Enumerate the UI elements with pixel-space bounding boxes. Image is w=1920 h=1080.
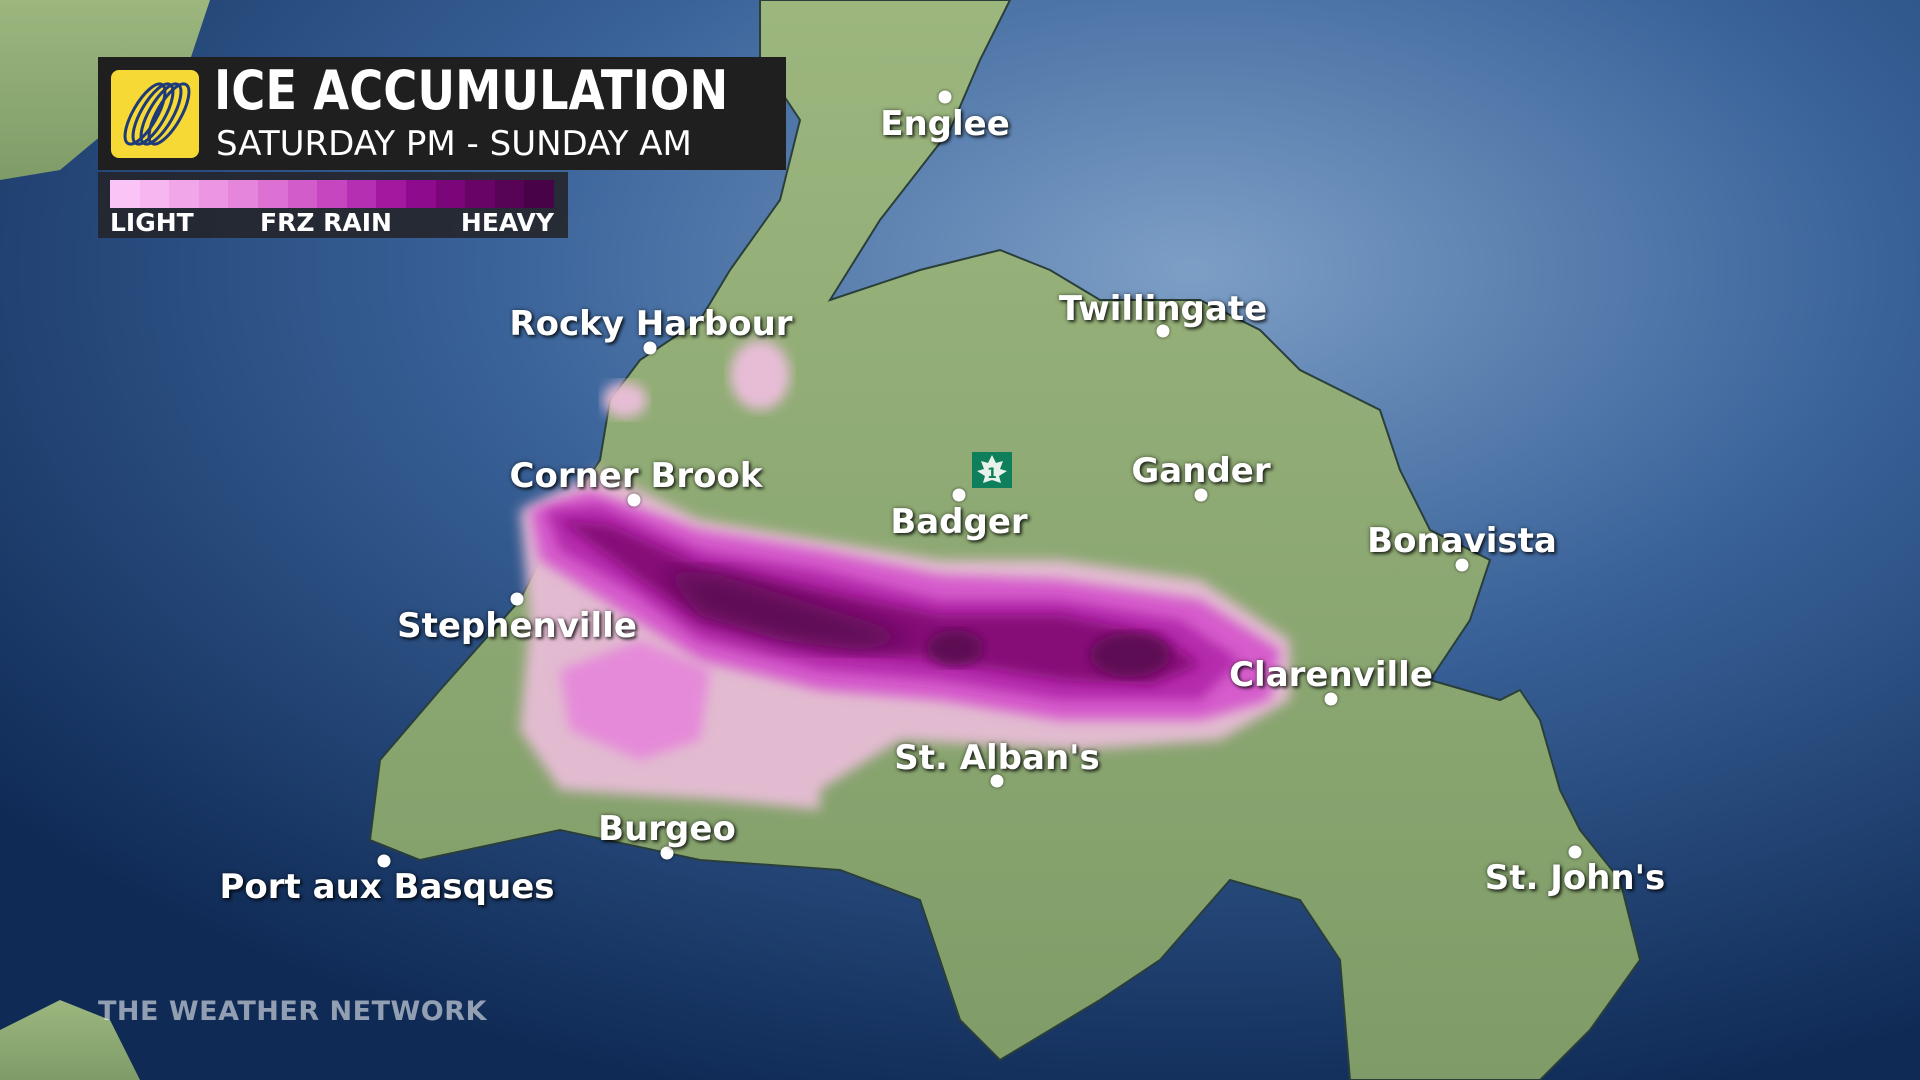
city-dot-rocky-harbour xyxy=(643,341,657,355)
city-label-stephenville: Stephenville xyxy=(397,606,637,646)
city-dot-stephenville xyxy=(510,592,524,606)
trans-canada-highway-shield-icon: 1 xyxy=(972,452,1012,488)
city-label-bonavista: Bonavista xyxy=(1367,521,1557,561)
legend-label-heavy: HEAVY xyxy=(460,208,554,237)
city-dot-st-john-s xyxy=(1568,845,1582,859)
weather-network-watermark: THE WEATHER NETWORK xyxy=(98,996,487,1027)
city-label-port-aux-basques: Port aux Basques xyxy=(219,867,555,907)
city-dot-port-aux-basques xyxy=(377,854,391,868)
legend-color-ramp xyxy=(110,180,554,208)
city-dot-englee xyxy=(938,90,952,104)
city-label-gander: Gander xyxy=(1131,451,1271,491)
legend-swatch xyxy=(346,180,377,208)
legend-swatch xyxy=(228,180,258,208)
map-subtitle: SATURDAY PM - SUNDAY AM xyxy=(216,124,692,164)
legend-label-light: LIGHT xyxy=(110,208,194,237)
legend-swatch xyxy=(435,180,466,208)
city-dot-twillingate xyxy=(1156,324,1170,338)
legend-swatch xyxy=(198,180,229,208)
city-label-badger: Badger xyxy=(890,502,1028,542)
city-label-corner-brook: Corner Brook xyxy=(509,456,763,496)
city-label-twillingate: Twillingate xyxy=(1058,289,1268,329)
legend-swatch xyxy=(494,180,525,208)
city-dot-st-alban-s xyxy=(990,774,1004,788)
weather-network-logo-icon xyxy=(111,70,199,158)
nova-scotia-land xyxy=(0,1000,140,1080)
highway-shield-number: 1 xyxy=(987,466,997,482)
city-dot-badger xyxy=(952,488,966,502)
city-dot-bonavista xyxy=(1455,558,1469,572)
legend-label-frz-rain: FRZ RAIN xyxy=(260,208,392,237)
map-title: ICE ACCUMULATION xyxy=(214,59,729,122)
legend-swatch xyxy=(287,180,318,208)
legend-swatch xyxy=(169,180,199,208)
city-label-englee: Englee xyxy=(880,104,1010,144)
legend: LIGHT FRZ RAIN HEAVY xyxy=(98,172,568,238)
legend-swatch xyxy=(257,180,288,208)
city-dot-burgeo xyxy=(660,846,674,860)
city-label-rocky-harbour: Rocky Harbour xyxy=(509,304,793,344)
city-label-burgeo: Burgeo xyxy=(598,809,736,849)
legend-swatch xyxy=(317,180,347,208)
title-panel: ICE ACCUMULATION SATURDAY PM - SUNDAY AM xyxy=(98,57,786,170)
city-label-st-alban-s: St. Alban's xyxy=(894,738,1100,778)
city-dot-clarenville xyxy=(1324,692,1338,706)
legend-swatch xyxy=(110,180,140,208)
legend-swatch xyxy=(376,180,406,208)
legend-swatch xyxy=(405,180,436,208)
city-label-st-john-s: St. John's xyxy=(1484,858,1666,898)
legend-swatch xyxy=(524,180,554,208)
legend-swatch xyxy=(465,180,495,208)
city-dot-corner-brook xyxy=(627,493,641,507)
city-dot-gander xyxy=(1194,488,1208,502)
city-label-clarenville: Clarenville xyxy=(1229,655,1433,695)
legend-swatch xyxy=(139,180,170,208)
ice-accumulation-swath xyxy=(520,340,1290,810)
